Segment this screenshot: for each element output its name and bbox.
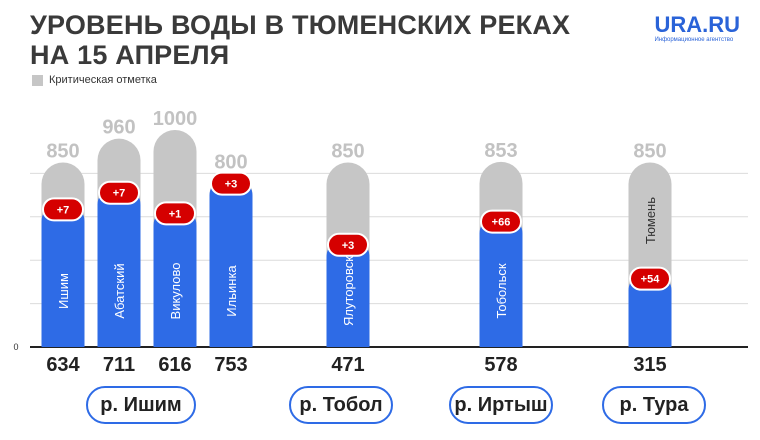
title-line-2: НА 15 АПРЕЛЯ bbox=[30, 40, 230, 70]
station-label-2: Викулово bbox=[168, 263, 183, 320]
value-label-1: 711 bbox=[103, 354, 135, 376]
critical-label-4: 850 bbox=[331, 141, 364, 163]
value-label-5: 578 bbox=[484, 354, 517, 376]
river-label-2: р. Иртыш bbox=[449, 386, 553, 424]
critical-label-5: 853 bbox=[484, 140, 517, 162]
level-bar-1 bbox=[97, 192, 141, 347]
ura-logo: URA.RU Информационное агентство bbox=[654, 12, 740, 44]
change-badge-6 bbox=[629, 266, 671, 291]
change-label-5: +66 bbox=[492, 217, 511, 229]
level-bar-2 bbox=[153, 213, 197, 347]
change-label-1: +7 bbox=[113, 188, 126, 200]
station-label-3: Ильинка bbox=[224, 265, 239, 317]
value-label-2: 616 bbox=[158, 354, 191, 376]
title-line-1: УРОВЕНЬ ВОДЫ В ТЮМЕНСКИХ РЕКАХ bbox=[30, 10, 571, 40]
change-badge-4 bbox=[327, 232, 369, 257]
station-label-1: Абатский bbox=[112, 263, 127, 318]
critical-label-1: 960 bbox=[102, 117, 135, 139]
station-label-0: Ишим bbox=[56, 273, 71, 309]
level-bar-3 bbox=[209, 183, 253, 347]
station-label-5: Тобольск bbox=[494, 263, 509, 318]
legend-label-critical: Критическая отметка bbox=[49, 74, 157, 86]
change-label-4: +3 bbox=[342, 240, 355, 252]
river-label-0: р. Ишим bbox=[86, 386, 196, 424]
change-badge-5 bbox=[480, 209, 522, 234]
station-label-6: Тюмень bbox=[643, 197, 658, 244]
y-tick-label-0: 0 bbox=[13, 342, 18, 352]
chart-title: УРОВЕНЬ ВОДЫ В ТЮМЕНСКИХ РЕКАХ НА 15 АПР… bbox=[30, 10, 570, 70]
legend: Критическая отметка bbox=[32, 74, 157, 86]
logo-text: URA.RU bbox=[654, 12, 740, 37]
value-label-0: 634 bbox=[46, 354, 80, 376]
level-bar-0 bbox=[41, 209, 85, 347]
change-label-6: +54 bbox=[641, 274, 661, 286]
change-badge-3 bbox=[210, 171, 252, 196]
legend-swatch-critical bbox=[32, 74, 43, 86]
level-bar-6 bbox=[628, 278, 672, 347]
change-label-0: +7 bbox=[57, 204, 70, 216]
value-label-6: 315 bbox=[633, 354, 666, 376]
station-label-4: Ялуторовск bbox=[341, 256, 356, 326]
level-bar-5 bbox=[479, 221, 523, 347]
critical-label-2: 1000 bbox=[153, 108, 198, 130]
critical-label-6: 850 bbox=[633, 141, 666, 163]
logo-subtitle: Информационное агентство bbox=[654, 37, 734, 43]
critical-label-0: 850 bbox=[46, 141, 79, 163]
change-badge-0 bbox=[42, 197, 84, 222]
change-badge-1 bbox=[98, 180, 140, 205]
change-label-2: +1 bbox=[169, 208, 182, 220]
river-label-1: р. Тобол bbox=[289, 386, 393, 424]
river-label-3: р. Тура bbox=[602, 386, 706, 424]
change-label-3: +3 bbox=[225, 179, 238, 191]
value-label-3: 753 bbox=[214, 354, 247, 376]
value-label-4: 471 bbox=[331, 354, 364, 376]
critical-label-3: 800 bbox=[214, 151, 247, 173]
level-bar-4 bbox=[326, 244, 370, 347]
change-badge-2 bbox=[154, 201, 196, 226]
